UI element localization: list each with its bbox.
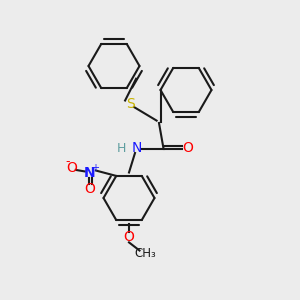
Text: N: N (83, 166, 95, 180)
Text: N: N (131, 142, 142, 155)
Text: O: O (66, 161, 77, 176)
Text: O: O (182, 142, 193, 155)
Text: O: O (84, 182, 95, 197)
Text: O: O (124, 230, 134, 244)
Text: +: + (91, 163, 99, 173)
Text: H: H (117, 142, 126, 155)
Text: CH₃: CH₃ (135, 247, 156, 260)
Text: S: S (126, 97, 135, 110)
Text: -: - (65, 155, 70, 168)
